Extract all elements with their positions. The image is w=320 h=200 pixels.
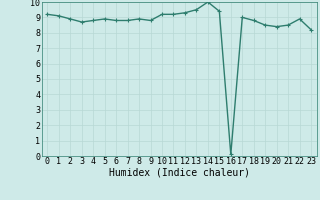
X-axis label: Humidex (Indice chaleur): Humidex (Indice chaleur) (109, 168, 250, 178)
